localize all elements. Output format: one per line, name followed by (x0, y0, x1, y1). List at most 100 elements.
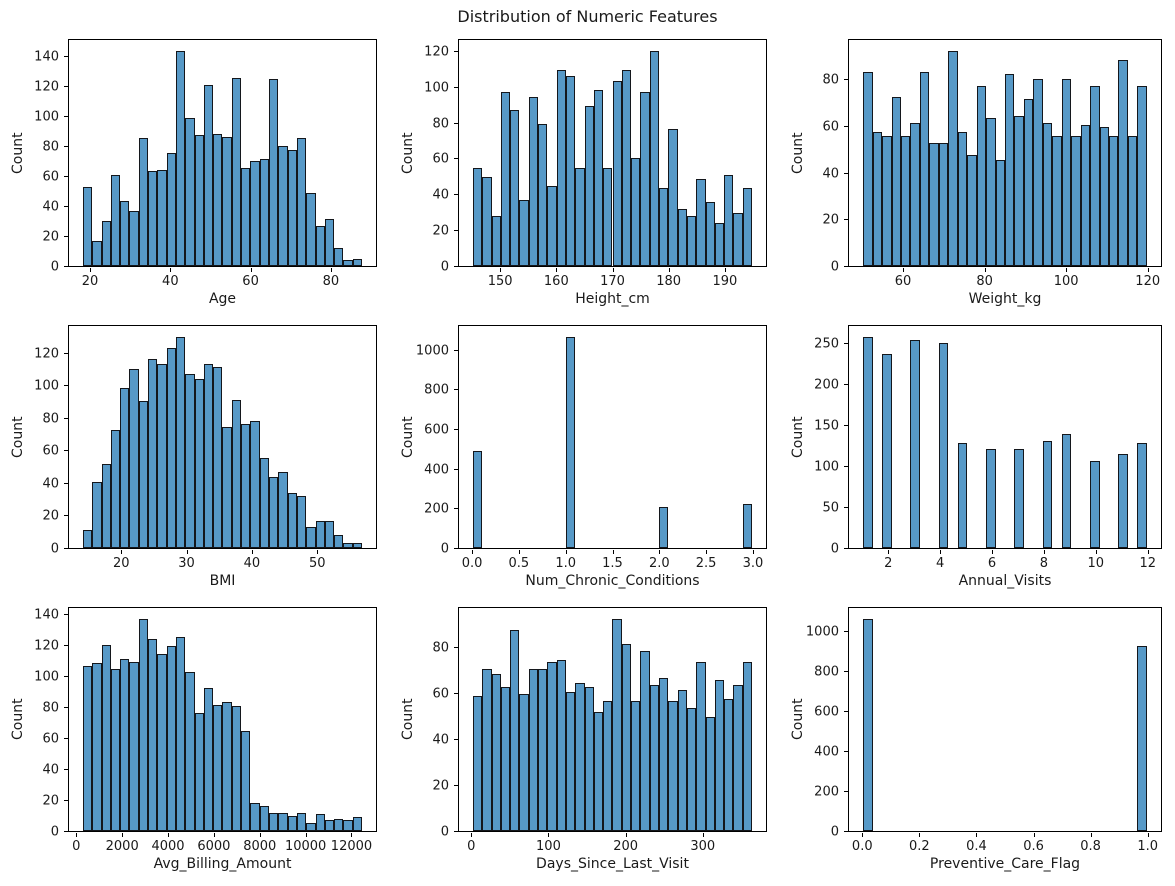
plot-area-days-since-last-visit (458, 607, 767, 832)
y-axis-ticks: 0 20 40 60 80 100 120 (390, 39, 458, 274)
histogram-bar (296, 496, 307, 548)
x-tick-mark (919, 833, 921, 837)
x-tick-label: 8 (1039, 556, 1049, 571)
y-tick-mark (64, 450, 68, 452)
x-tick-mark (122, 833, 124, 837)
y-tick-label: 120 (34, 79, 59, 95)
histogram-bar (203, 687, 214, 831)
histogram-bar (1061, 434, 1072, 548)
histogram-bar (863, 336, 873, 548)
y-tick-mark (454, 784, 458, 786)
histogram-bar (203, 364, 214, 548)
x-tick-mark (706, 550, 708, 554)
histogram-bar (287, 150, 297, 266)
histogram-bar (742, 187, 753, 266)
histogram-bar (967, 154, 977, 266)
x-axis-ticks: 0.0 0.5 1.0 1.5 2.0 2.5 3.0 (458, 549, 767, 575)
x-tick-mark (317, 550, 319, 554)
histogram-bar (175, 637, 186, 831)
x-tick-label: 150 (487, 274, 513, 289)
y-tick-label: 140 (34, 49, 59, 65)
y-tick-mark (844, 750, 848, 752)
x-axis-ticks: 0.0 0.2 0.4 0.6 0.8 1.0 (848, 832, 1162, 858)
histogram-bar (733, 684, 743, 831)
histogram-bar (976, 85, 987, 266)
histogram-bar (334, 535, 344, 548)
histogram-bar (138, 618, 149, 831)
histogram-bar (472, 168, 483, 266)
histogram-bar (315, 814, 325, 831)
histogram-bar (649, 684, 659, 831)
histogram-bar (668, 700, 678, 831)
y-tick-mark (454, 831, 458, 832)
histogram-bar (157, 364, 167, 548)
histogram-bar (929, 143, 939, 266)
y-tick-label: 80 (432, 116, 449, 131)
histogram-bar (1014, 115, 1024, 266)
histogram-bar (259, 159, 269, 266)
x-axis-label: Weight_kg (968, 291, 1042, 307)
histogram-bar (472, 696, 483, 831)
y-axis-ticks: 0 20 40 60 80 100 120 140 (0, 39, 68, 274)
histogram-bar (1080, 124, 1091, 266)
histogram-bar (175, 336, 186, 548)
x-tick-label: 170 (600, 274, 625, 289)
y-tick-label: 0 (440, 824, 449, 840)
histogram-bar (696, 178, 706, 266)
histogram-bar (957, 131, 968, 266)
x-axis-label: Age (208, 291, 237, 307)
y-tick-label: 150 (814, 418, 839, 434)
x-tick-label: 0.0 (461, 556, 483, 571)
histogram-bar (157, 169, 167, 266)
y-tick-label: 1000 (415, 343, 449, 359)
y-tick-label: 100 (814, 459, 839, 475)
x-tick-mark (862, 833, 864, 837)
y-tick-mark (844, 630, 848, 632)
y-tick-mark (64, 482, 68, 484)
x-tick-label: 100 (1053, 274, 1079, 289)
x-tick-label: 0.8 (1080, 839, 1101, 854)
histogram-bar (343, 820, 353, 831)
x-tick-label: 1.0 (555, 556, 577, 571)
histogram-bar (259, 457, 269, 548)
histogram-bar (995, 159, 1005, 266)
y-tick-label: 600 (424, 422, 449, 438)
y-axis-ticks: 0 200 400 600 800 1000 (780, 607, 848, 839)
histogram-bar (110, 669, 121, 831)
histogram-bar (231, 706, 242, 831)
histogram-bar (334, 248, 344, 266)
histogram-bar (1090, 461, 1100, 548)
histogram-bar (491, 216, 501, 266)
histogram-bar (696, 662, 706, 831)
y-tick-mark (844, 506, 848, 508)
histogram-bar (315, 520, 325, 548)
x-tick-mark (556, 268, 558, 272)
y-tick-mark (454, 349, 458, 351)
histogram-bar (315, 225, 325, 266)
histogram-bar (241, 730, 251, 831)
histogram-bar (556, 70, 566, 266)
y-axis-ticks: 0 20 40 60 80 100 120 140 (0, 607, 68, 839)
x-tick-label: 10000 (284, 839, 327, 854)
y-tick-mark (64, 56, 68, 58)
y-tick-mark (64, 799, 68, 801)
histogram-bar (306, 823, 316, 831)
y-tick-mark (64, 116, 68, 118)
x-tick-mark (1147, 550, 1149, 554)
histogram-bar (296, 138, 307, 266)
x-tick-label: 20 (112, 556, 130, 571)
y-tick-mark (844, 465, 848, 467)
histogram-bar (287, 815, 297, 831)
histogram-bar (919, 71, 930, 266)
x-tick-label: 190 (712, 274, 738, 289)
histogram-bar (593, 89, 604, 266)
y-tick-label: 80 (42, 139, 59, 155)
y-tick-label: 120 (424, 44, 449, 60)
histogram-bar (891, 97, 901, 266)
histogram-bar (863, 618, 873, 831)
histogram-bar (556, 659, 566, 831)
x-tick-mark (518, 550, 520, 554)
histogram-bar (621, 643, 632, 831)
histogram-bar (872, 131, 883, 266)
x-tick-label: 30 (178, 556, 195, 571)
